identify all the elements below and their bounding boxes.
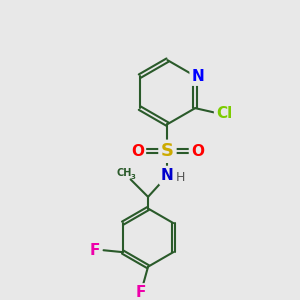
Text: N: N [161,168,174,183]
Text: N: N [192,69,205,84]
Text: F: F [89,243,100,258]
Text: CH: CH [116,168,131,178]
Text: F: F [136,285,146,300]
Text: O: O [131,144,144,159]
Text: Cl: Cl [216,106,232,122]
Text: S: S [161,142,174,160]
Text: H: H [176,171,185,184]
Text: 3: 3 [130,173,135,179]
Text: O: O [191,144,204,159]
